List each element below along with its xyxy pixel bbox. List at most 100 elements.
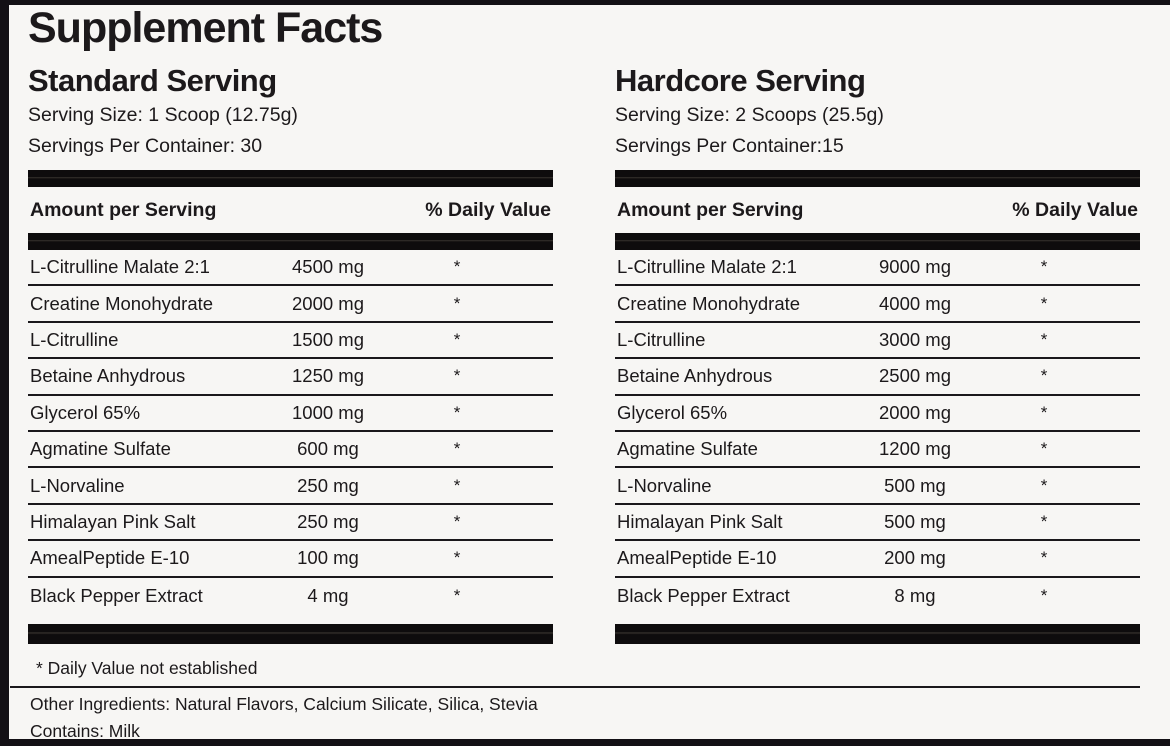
ingredient-name: Betaine Anhydrous — [30, 365, 186, 387]
ingredient-amount: 250 mg — [297, 510, 359, 532]
amount-per-serving-header: Amount per Serving — [617, 199, 804, 221]
ingredient-daily-value: * — [1040, 548, 1048, 568]
daily-value-header: % Daily Value — [1012, 199, 1138, 221]
ingredient-amount: 100 mg — [297, 547, 359, 569]
ingredient-daily-value: * — [453, 402, 461, 422]
table-row: Himalayan Pink Salt 250 mg * — [28, 505, 553, 542]
separator-bar — [615, 623, 1140, 644]
separator-bar — [28, 623, 553, 644]
ingredient-name: AmealPeptide E-10 — [617, 547, 777, 569]
ingredient-name: Glycerol 65% — [30, 401, 141, 423]
table-header: Amount per Serving % Daily Value — [615, 187, 1140, 233]
table-row: L-Citrulline 1500 mg * — [28, 323, 553, 360]
ingredient-name: Agmatine Sulfate — [617, 438, 758, 460]
left-border — [0, 0, 9, 746]
ingredient-daily-value: * — [1040, 585, 1048, 605]
page-title: Supplement Facts — [28, 4, 383, 52]
separator-bar — [615, 170, 1140, 187]
ingredient-amount: 600 mg — [297, 438, 359, 460]
table-row: Betaine Anhydrous 2500 mg * — [615, 359, 1140, 396]
standard-serving-heading: Standard Serving — [28, 63, 277, 98]
table-row: Himalayan Pink Salt 500 mg * — [615, 505, 1140, 542]
ingredient-daily-value: * — [1040, 366, 1048, 386]
ingredient-daily-value: * — [1040, 511, 1048, 531]
ingredient-name: L-Citrulline — [30, 328, 119, 350]
ingredient-daily-value: * — [453, 548, 461, 568]
ingredient-amount: 200 mg — [884, 547, 946, 569]
table-row: Black Pepper Extract 4 mg * — [28, 578, 553, 614]
table-header: Amount per Serving % Daily Value — [28, 187, 553, 233]
ingredient-amount: 500 mg — [884, 510, 946, 532]
table-row: L-Citrulline Malate 2:1 9000 mg * — [615, 250, 1140, 287]
ingredient-name: Betaine Anhydrous — [617, 365, 773, 387]
ingredient-daily-value: * — [1040, 475, 1048, 495]
table-row: Creatine Monohydrate 4000 mg * — [615, 286, 1140, 323]
ingredient-amount: 4000 mg — [879, 292, 951, 314]
ingredient-table: L-Citrulline Malate 2:1 4500 mg * Creati… — [28, 250, 553, 614]
table-row: Agmatine Sulfate 1200 mg * — [615, 432, 1140, 469]
ingredient-daily-value: * — [453, 293, 461, 313]
ingredient-daily-value: * — [453, 439, 461, 459]
ingredient-amount: 1500 mg — [292, 328, 364, 350]
separator-bar — [28, 170, 553, 187]
separator-bar — [28, 233, 553, 250]
separator-bar — [615, 233, 1140, 250]
ingredient-name: L-Citrulline Malate 2:1 — [617, 256, 797, 278]
ingredient-amount: 8 mg — [894, 584, 936, 606]
ingredient-daily-value: * — [1040, 293, 1048, 313]
ingredient-amount: 3000 mg — [879, 328, 951, 350]
top-border — [0, 0, 1170, 5]
ingredient-name: Himalayan Pink Salt — [30, 510, 196, 532]
table-row: L-Norvaline 500 mg * — [615, 468, 1140, 505]
ingredient-name: AmealPeptide E-10 — [30, 547, 190, 569]
ingredient-name: L-Citrulline Malate 2:1 — [30, 256, 210, 278]
ingredient-amount: 4500 mg — [292, 256, 364, 278]
table-row: Black Pepper Extract 8 mg * — [615, 578, 1140, 614]
ingredient-table: L-Citrulline Malate 2:1 9000 mg * Creati… — [615, 250, 1140, 614]
ingredient-amount: 9000 mg — [879, 256, 951, 278]
ingredient-name: L-Norvaline — [30, 474, 125, 496]
table-row: AmealPeptide E-10 200 mg * — [615, 541, 1140, 578]
ingredient-daily-value: * — [453, 511, 461, 531]
ingredient-amount: 1000 mg — [292, 401, 364, 423]
ingredient-name: Black Pepper Extract — [617, 584, 790, 606]
ingredient-name: L-Citrulline — [617, 328, 706, 350]
ingredient-daily-value: * — [453, 366, 461, 386]
ingredient-amount: 250 mg — [297, 474, 359, 496]
ingredient-name: Agmatine Sulfate — [30, 438, 171, 460]
ingredient-amount: 1250 mg — [292, 365, 364, 387]
ingredient-daily-value: * — [453, 257, 461, 277]
serving-size: Serving Size: 2 Scoops (25.5g) — [615, 104, 884, 126]
ingredient-name: Black Pepper Extract — [30, 584, 203, 606]
table-row: AmealPeptide E-10 100 mg * — [28, 541, 553, 578]
ingredient-name: Himalayan Pink Salt — [617, 510, 783, 532]
table-row: Glycerol 65% 2000 mg * — [615, 396, 1140, 432]
hardcore-serving-panel: Hardcore Serving Serving Size: 2 Scoops … — [615, 63, 1140, 644]
serving-size: Serving Size: 1 Scoop (12.75g) — [28, 104, 298, 126]
ingredient-daily-value: * — [1040, 257, 1048, 277]
table-row: Creatine Monohydrate 2000 mg * — [28, 286, 553, 323]
daily-value-header: % Daily Value — [425, 199, 551, 221]
table-row: Glycerol 65% 1000 mg * — [28, 396, 553, 432]
servings-per-container: Servings Per Container: 30 — [28, 135, 263, 157]
hardcore-serving-heading: Hardcore Serving — [615, 63, 866, 98]
ingredient-amount: 2500 mg — [879, 365, 951, 387]
contains-statement: Contains: Milk — [30, 721, 140, 741]
ingredient-amount: 2000 mg — [292, 292, 364, 314]
table-row: Betaine Anhydrous 1250 mg * — [28, 359, 553, 396]
ingredient-daily-value: * — [1040, 329, 1048, 349]
ingredient-daily-value: * — [453, 475, 461, 495]
bottom-border — [0, 739, 1170, 746]
daily-value-footnote: * Daily Value not established — [36, 658, 258, 678]
ingredient-name: Creatine Monohydrate — [617, 292, 801, 314]
amount-per-serving-header: Amount per Serving — [30, 199, 217, 221]
table-row: L-Citrulline 3000 mg * — [615, 323, 1140, 360]
ingredient-daily-value: * — [453, 585, 461, 605]
ingredient-daily-value: * — [453, 329, 461, 349]
ingredient-amount: 1200 mg — [879, 438, 951, 460]
ingredient-amount: 2000 mg — [879, 401, 951, 423]
ingredient-daily-value: * — [1040, 402, 1048, 422]
servings-per-container: Servings Per Container:15 — [615, 135, 844, 157]
ingredient-name: Creatine Monohydrate — [30, 292, 214, 314]
